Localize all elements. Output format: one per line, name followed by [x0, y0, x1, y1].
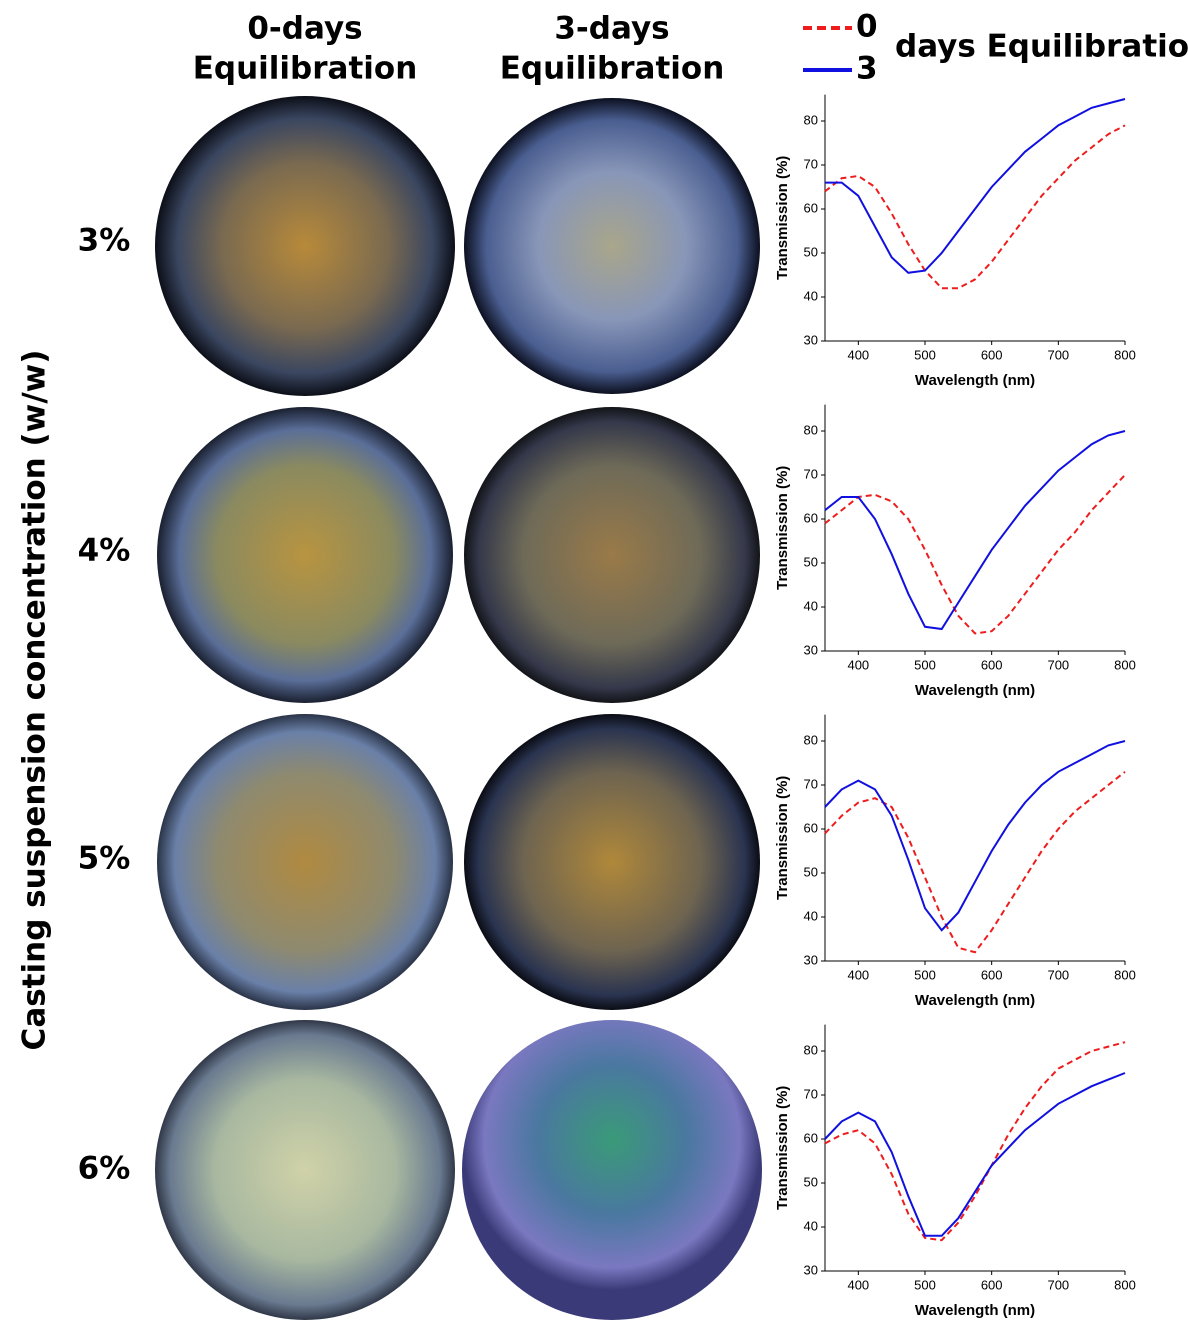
- y-tick-label: 70: [804, 466, 818, 481]
- x-tick-label: 700: [1047, 347, 1069, 362]
- x-tick-label: 500: [914, 1277, 936, 1292]
- column-header: Equilibration: [500, 51, 725, 87]
- x-tick-label: 800: [1114, 967, 1136, 982]
- x-tick-label: 600: [981, 967, 1003, 982]
- y-tick-label: 30: [804, 1262, 818, 1277]
- y-axis-title: Transmission (%): [774, 156, 791, 280]
- figure: 0-days Equilibration 3-days Equilibratio…: [0, 0, 1188, 1323]
- row-label: 4%: [78, 533, 131, 569]
- y-tick-label: 60: [804, 200, 818, 215]
- x-tick-label: 400: [847, 967, 869, 982]
- photo: [462, 1020, 762, 1320]
- photo: [157, 407, 453, 703]
- y-tick-label: 30: [804, 332, 818, 347]
- y-tick-label: 40: [804, 288, 818, 303]
- x-tick-label: 500: [914, 347, 936, 362]
- row-label: 5%: [78, 841, 131, 877]
- y-tick-label: 50: [804, 864, 818, 879]
- photo: [155, 96, 455, 396]
- photo: [157, 714, 453, 1010]
- y-tick-label: 40: [804, 908, 818, 923]
- y-axis-title: Transmission (%): [774, 466, 791, 590]
- photo: [155, 1020, 455, 1320]
- x-tick-label: 400: [847, 347, 869, 362]
- y-tick-label: 60: [804, 1130, 818, 1145]
- x-tick-label: 500: [914, 657, 936, 672]
- x-tick-label: 800: [1114, 347, 1136, 362]
- x-axis-title: Wavelength (nm): [915, 682, 1035, 699]
- x-tick-label: 600: [981, 1277, 1003, 1292]
- series-line: [825, 431, 1125, 629]
- y-tick-label: 30: [804, 642, 818, 657]
- column-header: 0-days: [247, 11, 362, 47]
- x-tick-label: 700: [1047, 967, 1069, 982]
- x-tick-label: 600: [981, 657, 1003, 672]
- row-label: 6%: [78, 1151, 131, 1187]
- series-line: [825, 772, 1125, 952]
- x-tick-label: 700: [1047, 657, 1069, 672]
- series-line: [825, 741, 1125, 930]
- y-tick-label: 50: [804, 244, 818, 259]
- y-tick-label: 70: [804, 156, 818, 171]
- photo: [464, 407, 760, 703]
- photo: [464, 714, 760, 1010]
- x-tick-label: 500: [914, 967, 936, 982]
- y-tick-label: 70: [804, 776, 818, 791]
- x-tick-label: 400: [847, 657, 869, 672]
- y-tick-label: 70: [804, 1086, 818, 1101]
- series-line: [825, 1042, 1125, 1240]
- y-tick-label: 80: [804, 422, 818, 437]
- x-tick-label: 700: [1047, 1277, 1069, 1292]
- y-tick-label: 30: [804, 952, 818, 967]
- y-tick-label: 40: [804, 598, 818, 613]
- legend-label: 0: [856, 9, 878, 45]
- y-tick-label: 80: [804, 112, 818, 127]
- y-tick-label: 50: [804, 554, 818, 569]
- series-line: [825, 99, 1125, 273]
- column-header: 3-days: [554, 11, 669, 47]
- photos: [155, 96, 762, 1320]
- row-label: 3%: [78, 223, 131, 259]
- column-header: Equilibration: [193, 51, 418, 87]
- x-tick-label: 800: [1114, 1277, 1136, 1292]
- y-tick-label: 40: [804, 1218, 818, 1233]
- x-tick-label: 800: [1114, 657, 1136, 672]
- x-tick-label: 600: [981, 347, 1003, 362]
- legend-label: 3: [856, 51, 878, 87]
- photo: [464, 98, 760, 394]
- y-tick-label: 60: [804, 820, 818, 835]
- side-label: Casting suspension concentration (w/w): [17, 350, 53, 1051]
- x-axis-title: Wavelength (nm): [915, 1302, 1035, 1319]
- x-axis-title: Wavelength (nm): [915, 992, 1035, 1009]
- x-axis-title: Wavelength (nm): [915, 372, 1035, 389]
- y-axis-title: Transmission (%): [774, 776, 791, 900]
- y-tick-label: 80: [804, 732, 818, 747]
- y-tick-label: 50: [804, 1174, 818, 1189]
- series-line: [825, 1073, 1125, 1236]
- series-line: [825, 475, 1125, 633]
- series-line: [825, 125, 1125, 288]
- x-tick-label: 400: [847, 1277, 869, 1292]
- y-tick-label: 80: [804, 1042, 818, 1057]
- y-tick-label: 60: [804, 510, 818, 525]
- y-axis-title: Transmission (%): [774, 1086, 791, 1210]
- legend-title: days Equilibration: [895, 29, 1188, 65]
